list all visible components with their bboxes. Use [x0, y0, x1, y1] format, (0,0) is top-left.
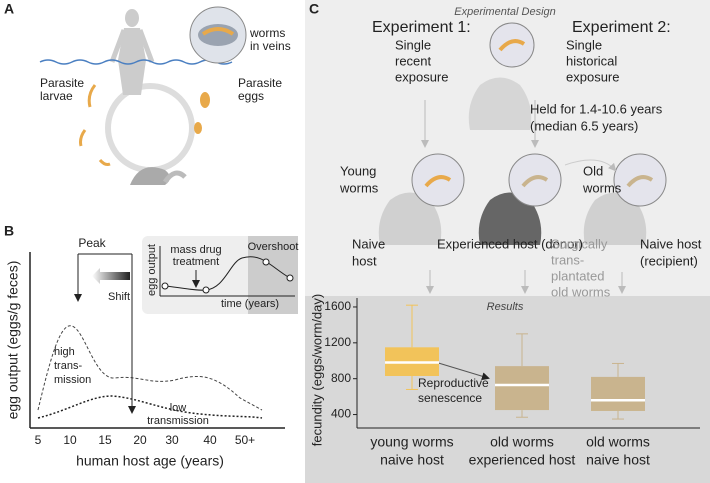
x-tick-label: old worms	[490, 434, 554, 450]
section-title: Experimental Design	[454, 6, 556, 18]
inset-axis-label: time (years)	[221, 298, 279, 310]
label: Old	[583, 163, 603, 178]
callout: larvae	[40, 89, 73, 103]
panel-c-art	[305, 0, 710, 483]
x-tick-label: old worms	[586, 434, 650, 450]
axis-label: egg output (eggs/g feces)	[5, 261, 21, 420]
label: Naive host	[640, 236, 702, 251]
x-tick-label: 40	[203, 433, 217, 447]
annotation: mass drug	[170, 244, 221, 256]
label: (recipient)	[640, 253, 698, 268]
y-tick-label: 1200	[324, 335, 351, 349]
y-tick-label: 400	[331, 407, 351, 421]
x-tick-label: 50+	[235, 433, 255, 447]
callout: worms	[249, 26, 285, 40]
x-tick-label: young worms	[370, 434, 453, 450]
description: exposure	[395, 69, 448, 84]
annotation: Overshoot	[248, 241, 299, 253]
annotation: Reproductive	[418, 376, 489, 390]
panel-label: B	[4, 223, 14, 239]
experiment-title: Experiment 1:	[372, 19, 471, 36]
inset-axis-label: egg output	[146, 244, 158, 296]
label: Naive	[352, 236, 385, 251]
description: Single	[395, 37, 431, 52]
x-tick-label: 5	[35, 433, 42, 447]
axis-label: fecundity (eggs/worm/day)	[309, 294, 324, 446]
annotation: transmission	[147, 415, 209, 427]
annotation: Peak	[78, 236, 106, 250]
annotation: high	[54, 346, 75, 358]
x-tick-label: 15	[98, 433, 112, 447]
label: worms	[582, 180, 622, 195]
label: old worms	[551, 284, 611, 299]
annotation: Shift	[108, 291, 130, 303]
box	[591, 376, 645, 411]
axis-label: human host age (years)	[76, 453, 224, 469]
callout: Parasite	[238, 76, 282, 90]
x-tick-label: naive host	[380, 452, 444, 468]
panel-label: C	[309, 1, 319, 17]
chart-title: Results	[487, 301, 524, 313]
label: trans-	[551, 252, 584, 267]
annotation: mission	[54, 374, 91, 386]
description: (median 6.5 years)	[530, 118, 638, 133]
label: worms	[339, 180, 379, 195]
label: plantated	[551, 268, 605, 283]
x-tick-label: naive host	[586, 452, 650, 468]
x-tick-label: 10	[63, 433, 77, 447]
experiment-title: Experiment 2:	[572, 19, 671, 36]
description: Held for 1.4-10.6 years	[530, 101, 663, 116]
box	[495, 366, 549, 411]
y-tick-label: 1600	[324, 299, 351, 313]
annotation: senescence	[418, 391, 482, 405]
description: Single	[566, 37, 602, 52]
callout: eggs	[238, 89, 264, 103]
callout: in veins	[250, 39, 291, 53]
label: Young	[340, 163, 376, 178]
x-tick-label: 30	[165, 433, 179, 447]
x-tick-label: 20	[133, 433, 147, 447]
label: Surgically	[551, 236, 608, 251]
panel-a-art	[39, 6, 247, 185]
annotation: trans-	[54, 360, 82, 372]
label: Experienced host (donor)	[437, 236, 583, 251]
description: exposure	[566, 69, 619, 84]
annotation: treatment	[173, 256, 219, 268]
annotation: low	[170, 402, 187, 414]
description: recent	[395, 53, 432, 68]
description: historical	[566, 53, 617, 68]
panel-b-art	[29, 236, 298, 429]
callout: Parasite	[40, 76, 84, 90]
label: host	[352, 253, 377, 268]
panel-label: A	[4, 1, 14, 17]
y-tick-label: 800	[331, 371, 351, 385]
x-tick-label: experienced host	[469, 452, 576, 468]
